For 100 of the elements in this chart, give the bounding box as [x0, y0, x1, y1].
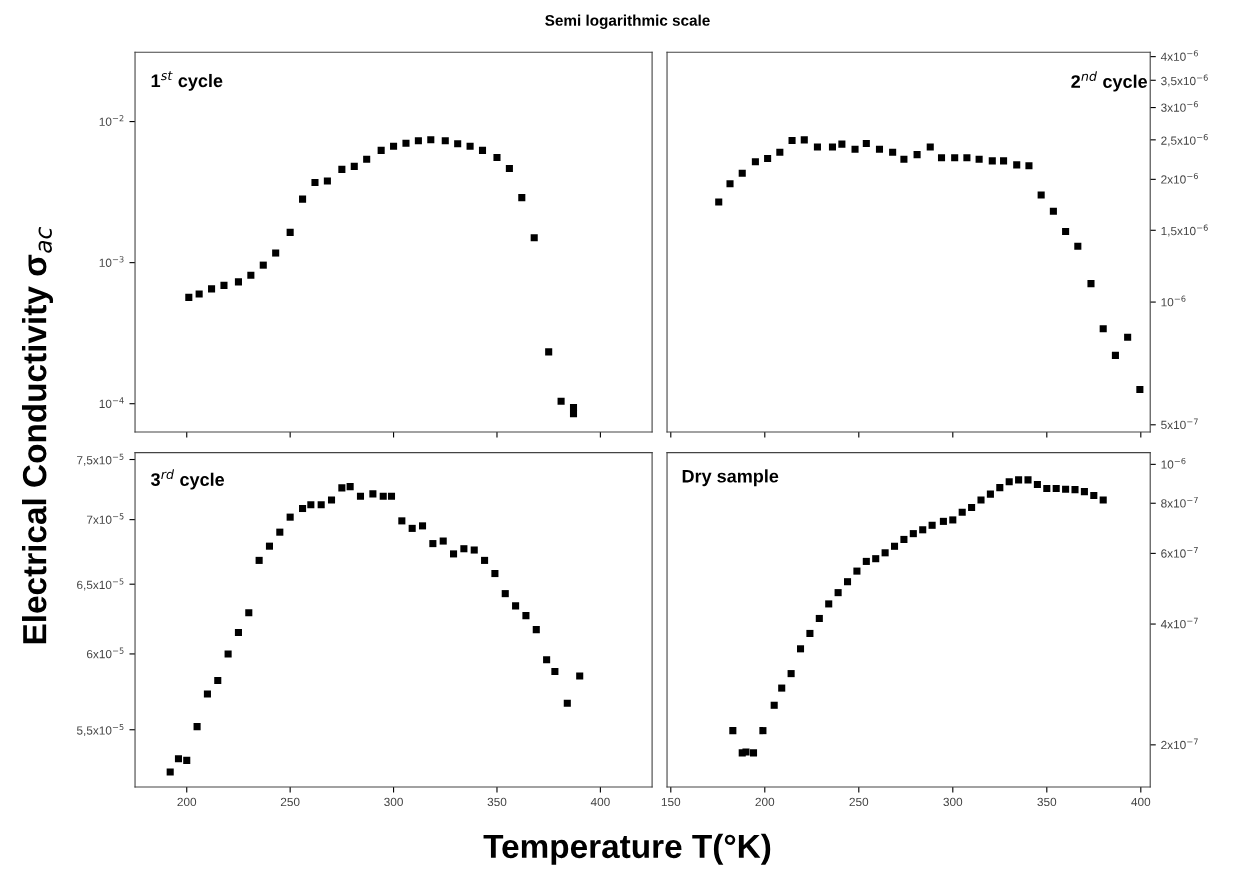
y-tick-label: 5x10$^{−7}$: [1161, 418, 1198, 430]
y-tick-label: 5,5x10$^{−5}$: [76, 723, 124, 737]
y-tick-label: 3x10$^{−6}$: [1161, 101, 1198, 112]
point: [551, 668, 559, 676]
point: [317, 501, 325, 509]
point: [429, 540, 437, 548]
point: [776, 148, 784, 156]
y-axis-title: Electrical Conductivity σ$_{ac}$: [21, 226, 54, 644]
point: [838, 140, 846, 148]
point: [1025, 162, 1033, 170]
point: [247, 271, 255, 279]
point: [208, 285, 216, 293]
point: [751, 158, 759, 166]
y-tick-label: 1,5x10$^{−6}$: [1161, 224, 1208, 237]
point: [715, 198, 723, 206]
point: [770, 701, 778, 709]
x-tick-label: 400: [590, 797, 610, 807]
point: [195, 290, 203, 298]
point: [460, 545, 468, 553]
point: [862, 557, 870, 565]
point: [875, 145, 884, 153]
point: [414, 137, 422, 145]
point: [800, 136, 808, 144]
point: [928, 521, 936, 529]
point: [1033, 480, 1041, 489]
point: [1013, 161, 1021, 169]
point: [937, 154, 946, 162]
y-tick-label: 10$^{−6}$: [1161, 295, 1186, 307]
point: [466, 142, 474, 150]
y-tick-label: 10$^{−3}$: [99, 256, 124, 267]
point: [890, 542, 899, 550]
point: [450, 550, 458, 558]
point: [193, 723, 201, 731]
point: [563, 699, 571, 707]
point: [900, 535, 908, 543]
point: [975, 155, 983, 163]
text: Dry sample: [682, 469, 779, 487]
point: [276, 528, 284, 536]
point: [996, 484, 1004, 492]
point: [501, 590, 509, 598]
point: [234, 278, 242, 286]
point: [512, 602, 520, 610]
point: [1000, 157, 1008, 165]
point: [963, 154, 971, 162]
y-tick-label: 6x10$^{−7}$: [1161, 547, 1198, 558]
point: [286, 513, 294, 521]
point: [787, 670, 795, 678]
point: [518, 194, 526, 202]
point: [862, 139, 870, 147]
point: [174, 755, 183, 763]
point: [346, 483, 354, 491]
y-tick-label: 7x10$^{−5}$: [86, 513, 124, 524]
point: [408, 524, 416, 532]
point: [778, 684, 786, 692]
point: [220, 281, 228, 289]
y-tick-label: 10$^{−2}$: [99, 115, 124, 126]
point: [986, 490, 994, 498]
point: [530, 234, 538, 242]
point: [299, 504, 307, 513]
point: [726, 180, 734, 188]
text: 1$^{st}$ cycle: [151, 71, 223, 91]
point: [853, 567, 861, 575]
y-tick-label: 3,5x10$^{−6}$: [1161, 74, 1208, 87]
point: [926, 143, 934, 151]
point: [1037, 191, 1045, 199]
point: [327, 496, 336, 504]
point: [379, 492, 387, 500]
x-axis-title: Temperature T(°K): [483, 833, 771, 865]
point: [557, 397, 565, 405]
point: [851, 145, 859, 153]
point: [493, 153, 501, 161]
point: [919, 526, 927, 534]
point: [481, 556, 489, 564]
point: [951, 154, 959, 162]
point: [543, 656, 551, 664]
point: [1099, 496, 1107, 504]
point: [909, 530, 917, 538]
point: [166, 768, 174, 776]
point: [900, 155, 908, 163]
point: [889, 148, 897, 156]
point: [749, 749, 758, 757]
point: [759, 727, 767, 735]
point: [1024, 476, 1032, 484]
point: [418, 522, 427, 530]
point: [1015, 476, 1023, 484]
point: [913, 151, 921, 159]
point: [427, 136, 435, 144]
y-tick-label: 6x10$^{−5}$: [86, 647, 124, 659]
point: [738, 169, 746, 177]
text: 3$^{rd}$ cycle: [150, 469, 225, 490]
point: [1062, 227, 1070, 236]
point: [185, 293, 193, 301]
point: [350, 162, 358, 170]
point: [1090, 492, 1098, 500]
point: [1052, 484, 1060, 492]
x-tick-label: 200: [755, 797, 775, 807]
point: [491, 570, 499, 578]
point: [968, 503, 976, 511]
point: [843, 578, 852, 586]
point: [377, 146, 385, 154]
